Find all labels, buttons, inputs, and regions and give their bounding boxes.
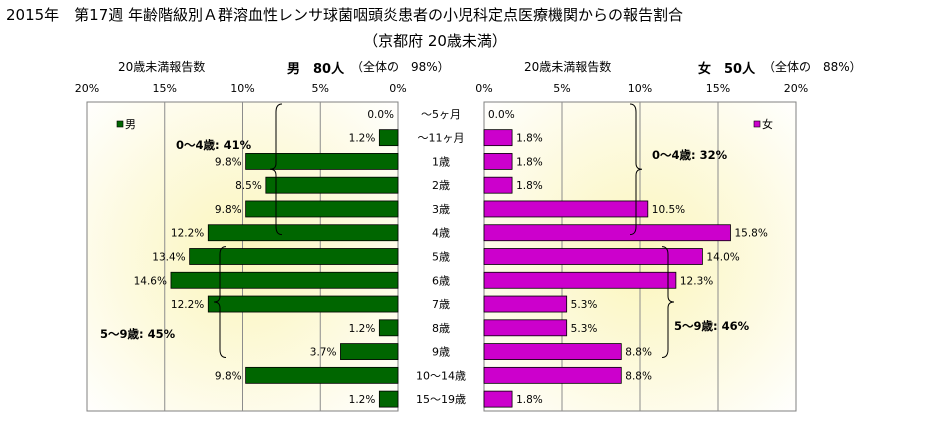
left-data-label: 9.8% <box>215 204 242 216</box>
left-x-tick-label: 5% <box>312 82 329 95</box>
right-data-label: 1.8% <box>516 156 543 168</box>
category-label: 6歳 <box>432 274 450 287</box>
right-bar <box>483 271 677 289</box>
left-bracket-5-9 <box>213 246 227 358</box>
right-data-label: 12.3% <box>680 275 713 287</box>
right-bar <box>483 176 513 194</box>
right-x-tick-label: 10% <box>628 82 652 95</box>
right-bar <box>483 366 622 384</box>
right-annotation-5-9: 5～9歳: 46% <box>674 319 750 333</box>
right-data-label: 10.5% <box>652 204 685 216</box>
right-bar <box>483 200 649 218</box>
right-data-label: 0.0% <box>488 109 515 121</box>
right-data-label: 14.0% <box>706 252 739 264</box>
right-bar <box>483 129 513 147</box>
category-label: 8歳 <box>432 322 450 335</box>
right-data-label: 1.8% <box>516 394 543 406</box>
left-data-label: 9.8% <box>215 370 242 382</box>
left-data-label: 3.7% <box>310 347 337 359</box>
left-bar <box>340 343 399 360</box>
left-bar <box>170 271 399 289</box>
left-bar <box>189 248 399 265</box>
right-legend-swatch <box>753 120 761 128</box>
left-bar <box>378 129 399 147</box>
category-label: 10～14歳 <box>416 369 466 382</box>
left-annotation-0-4: 0～4歳: 41% <box>176 138 252 152</box>
left-bracket-0-4 <box>269 103 283 236</box>
left-annotation-5-9: 5～9歳: 45% <box>100 327 176 341</box>
left-panel-subtitle: 20歳未満報告数 <box>118 60 206 74</box>
right-data-label: 1.8% <box>516 180 543 192</box>
left-data-label: 1.2% <box>349 133 376 145</box>
left-data-label: 14.6% <box>134 275 167 287</box>
left-bar <box>207 224 399 242</box>
right-bar <box>483 153 513 170</box>
left-legend-swatch <box>116 120 124 128</box>
left-data-label: 1.2% <box>349 323 376 335</box>
left-bar <box>265 176 399 194</box>
right-data-label: 1.8% <box>516 133 543 145</box>
left-bar <box>378 390 399 408</box>
category-label: 3歳 <box>432 203 450 216</box>
right-bracket-5-9 <box>661 246 675 358</box>
left-bar <box>207 295 399 313</box>
right-bar <box>483 390 513 408</box>
right-data-label: 15.8% <box>734 228 767 240</box>
left-bar <box>245 366 399 384</box>
chart-title: 2015年 第17週 年齢階級別Ａ群溶血性レンサ球菌咽頭炎患者の小児科定点医療機… <box>6 6 684 24</box>
right-panel-total-label: （全体の 88%） <box>763 60 862 74</box>
category-label: 1歳 <box>432 155 450 168</box>
right-panel-subtitle: 20歳未満報告数 <box>524 60 612 74</box>
category-label: ～5ヶ月 <box>421 108 461 121</box>
right-bar <box>483 343 622 360</box>
left-bar <box>378 319 399 337</box>
right-x-tick-label: 0% <box>475 82 492 95</box>
category-label: ～11ヶ月 <box>418 132 465 145</box>
left-data-label: 1.2% <box>349 394 376 406</box>
right-bar <box>483 224 731 242</box>
chart-subtitle: （京都府 20歳未満） <box>363 32 507 50</box>
right-data-label: 8.8% <box>625 347 652 359</box>
left-panel-total-label: （全体の 98%） <box>351 60 450 74</box>
left-x-tick-label: 20% <box>75 82 99 95</box>
right-annotation-0-4: 0～4歳: 32% <box>652 148 728 162</box>
right-data-label: 5.3% <box>571 323 598 335</box>
category-label: 15～19歳 <box>416 393 466 406</box>
left-data-label: 8.5% <box>235 180 262 192</box>
right-data-label: 8.8% <box>625 370 652 382</box>
right-bar <box>483 319 568 337</box>
category-label: 2歳 <box>432 179 450 192</box>
left-data-label: 0.0% <box>367 109 394 121</box>
right-bar <box>483 248 703 265</box>
left-bar <box>245 153 399 170</box>
left-x-tick-label: 0% <box>389 82 406 95</box>
left-x-tick-label: 15% <box>153 82 177 95</box>
right-legend-label: 女 <box>762 117 773 131</box>
category-label: 4歳 <box>432 227 450 240</box>
left-data-label: 9.8% <box>215 156 242 168</box>
right-bracket-0-4 <box>629 103 643 236</box>
left-data-label: 12.2% <box>171 299 204 311</box>
left-x-tick-label: 10% <box>230 82 254 95</box>
left-data-label: 12.2% <box>171 228 204 240</box>
right-x-tick-label: 20% <box>784 82 808 95</box>
right-bar <box>483 295 568 313</box>
right-data-label: 5.3% <box>571 299 598 311</box>
category-label: 9歳 <box>432 346 450 359</box>
category-label: 5歳 <box>432 251 450 264</box>
left-panel-sex-label: 男 80人 <box>287 62 345 77</box>
left-bar <box>245 200 399 218</box>
category-label: 7歳 <box>432 298 450 311</box>
right-x-tick-label: 5% <box>553 82 570 95</box>
right-panel-sex-label: 女 50人 <box>698 62 756 77</box>
left-legend-label: 男 <box>125 118 136 131</box>
right-x-tick-label: 15% <box>706 82 730 95</box>
left-data-label: 13.4% <box>152 252 185 264</box>
